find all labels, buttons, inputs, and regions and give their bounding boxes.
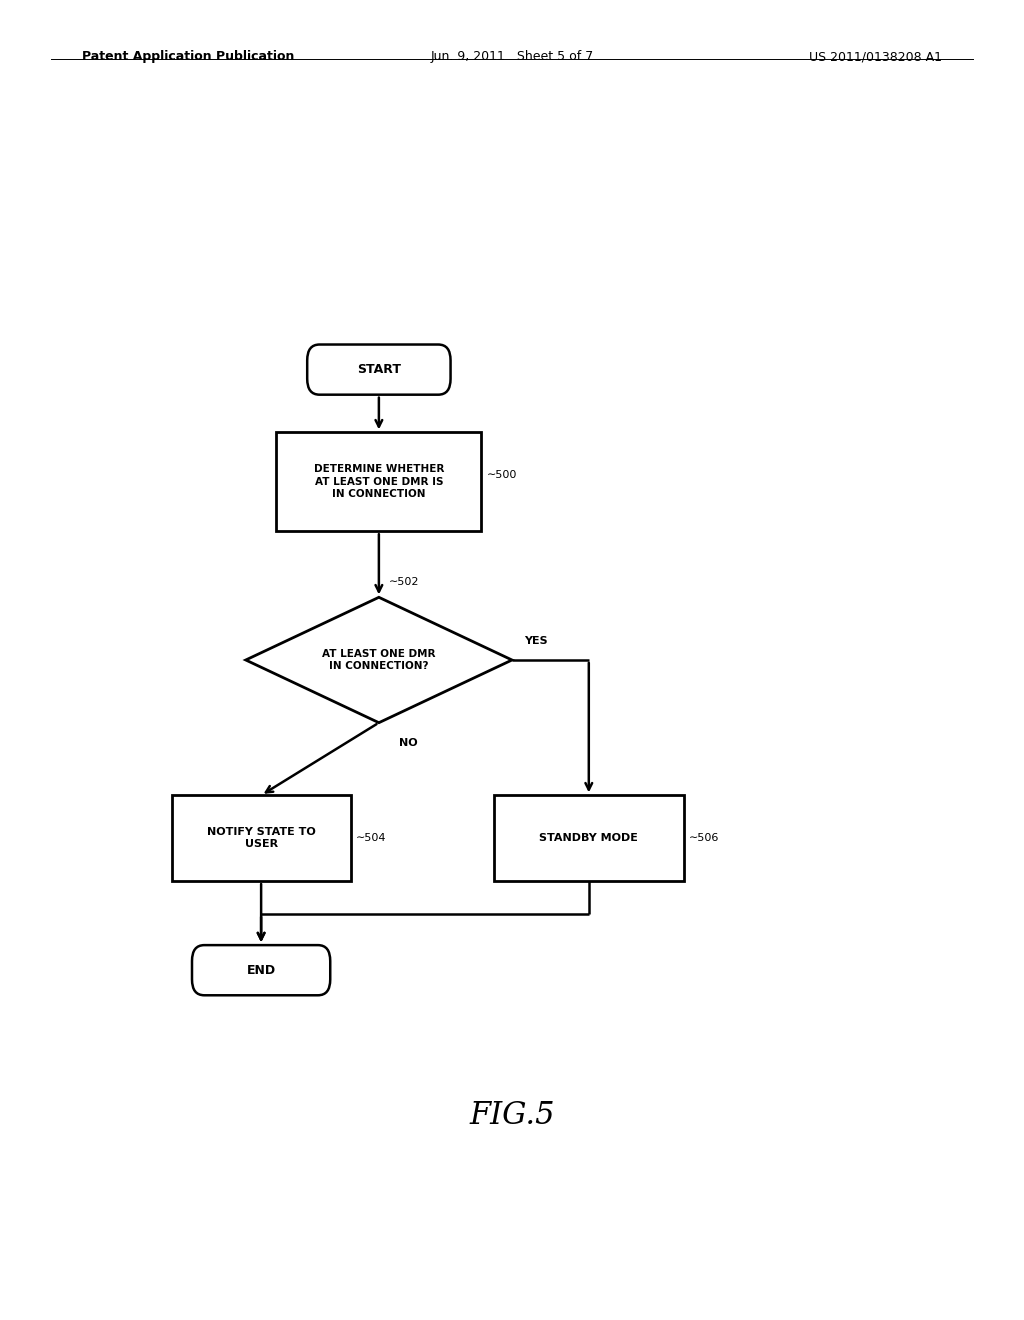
Text: ∼500: ∼500 [486,470,517,480]
Text: Jun. 9, 2011   Sheet 5 of 7: Jun. 9, 2011 Sheet 5 of 7 [430,50,594,63]
Bar [276,433,481,531]
Text: FIG.5: FIG.5 [469,1100,555,1131]
Text: Patent Application Publication: Patent Application Publication [82,50,294,63]
Bar [172,795,350,882]
Text: END: END [247,964,275,977]
Bar [494,795,684,882]
Text: YES: YES [524,636,548,647]
Text: NOTIFY STATE TO
USER: NOTIFY STATE TO USER [207,828,315,849]
Text: AT LEAST ONE DMR
IN CONNECTION?: AT LEAST ONE DMR IN CONNECTION? [323,649,435,671]
FancyBboxPatch shape [307,345,451,395]
Text: NO: NO [399,738,418,748]
Text: ∼502: ∼502 [389,577,420,586]
Polygon shape [246,597,512,722]
Text: US 2011/0138208 A1: US 2011/0138208 A1 [809,50,942,63]
Text: ∼504: ∼504 [356,833,386,843]
Text: ∼506: ∼506 [688,833,719,843]
Text: DETERMINE WHETHER
AT LEAST ONE DMR IS
IN CONNECTION: DETERMINE WHETHER AT LEAST ONE DMR IS IN… [313,465,444,499]
Text: START: START [357,363,400,376]
Text: STANDBY MODE: STANDBY MODE [540,833,638,843]
FancyBboxPatch shape [193,945,330,995]
